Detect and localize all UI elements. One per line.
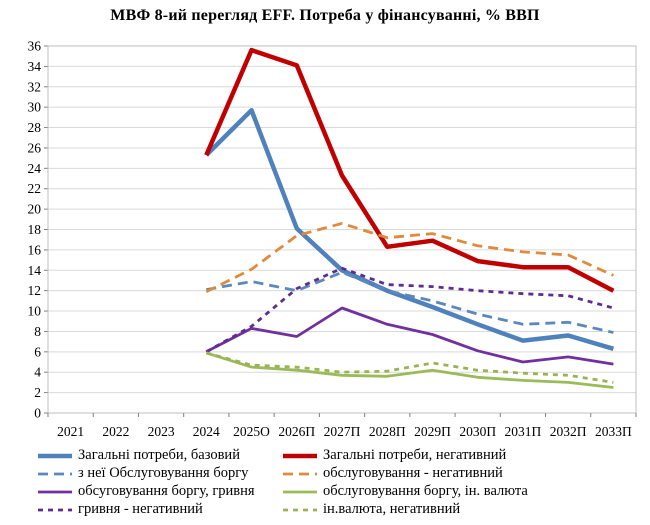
series-line-2	[206, 270, 614, 334]
plot-border	[47, 45, 637, 414]
chart-title: МВФ 8-ий перегляд EFF. Потреба у фінансу…	[110, 7, 540, 24]
y-tick-label: 24	[28, 161, 42, 176]
legend-swatch	[283, 453, 317, 458]
x-tick-label: 2029П	[414, 424, 451, 439]
y-tick-label: 30	[28, 100, 42, 115]
x-tick-label: 2027П	[324, 424, 361, 439]
legend-label: Загальні потреби, негативний	[323, 447, 507, 463]
legend-label: гривня - негативний	[78, 501, 203, 517]
legend-item: обсуговування боргу, гривня	[38, 483, 283, 500]
legend-label: обслуговування боргу, ін. валюта	[323, 483, 528, 499]
x-tick-label: 2031П	[505, 424, 542, 439]
legend-swatch	[38, 508, 72, 511]
legend-item: обслуговування - негативний	[283, 465, 650, 482]
legend-item: гривня - негативний	[38, 501, 283, 518]
y-tick-label: 18	[28, 222, 42, 237]
y-tick-label: 28	[28, 120, 42, 135]
x-tick-label: 2030П	[459, 424, 496, 439]
legend-item: Загальні потреби, базовий	[38, 447, 283, 464]
x-tick-label: 2021	[57, 424, 84, 439]
y-tick-label: 8	[34, 324, 41, 339]
y-tick-label: 14	[28, 263, 42, 278]
y-tick-label: 22	[28, 181, 42, 196]
legend-swatch	[283, 490, 317, 493]
y-tick-label: 10	[28, 304, 42, 319]
legend-label: Загальні потреби, базовий	[78, 447, 240, 463]
legend-swatch	[283, 508, 317, 511]
legend-label: обслуговування - негативний	[323, 465, 503, 481]
legend-label: з неї Обслуговування боргу	[78, 465, 249, 481]
y-tick-label: 32	[28, 79, 42, 94]
y-tick-label: 0	[34, 406, 41, 421]
x-tick-label: 2024	[193, 424, 220, 439]
y-tick-label: 2	[34, 385, 41, 400]
legend-swatch	[38, 453, 72, 458]
series-line-3	[205, 221, 614, 293]
x-tick-label: 2022	[102, 424, 129, 439]
series-line-7	[205, 351, 614, 384]
series-line-0	[204, 107, 615, 351]
x-tick-label: 2026П	[278, 424, 315, 439]
legend-swatch	[38, 490, 72, 493]
x-tick-label: 2032П	[550, 424, 587, 439]
y-tick-label: 20	[28, 202, 42, 217]
legend-swatch	[38, 472, 72, 475]
series-line-4	[205, 306, 614, 366]
y-tick-label: 36	[28, 39, 42, 54]
y-tick-label: 12	[28, 283, 42, 298]
x-tick-label: 2028П	[369, 424, 406, 439]
legend-item: ін.валюта, негативний	[283, 501, 650, 518]
series-line-1	[204, 47, 615, 293]
series-line-5	[205, 351, 614, 389]
y-tick-label: 16	[28, 242, 42, 257]
x-tick-label: 2025О	[233, 424, 270, 439]
legend-item: Загальні потреби, негативний	[283, 447, 650, 464]
y-tick-label: 34	[28, 59, 42, 74]
legend-label: ін.валюта, негативний	[323, 501, 461, 517]
series-line-6	[205, 266, 614, 354]
x-tick-label: 2023	[148, 424, 175, 439]
legend-swatch	[283, 472, 317, 475]
y-tick-label: 4	[34, 365, 41, 380]
legend: Загальні потреби, базовий Загальні потре…	[0, 447, 650, 518]
x-tick-label: 2033П	[595, 424, 632, 439]
y-tick-label: 26	[28, 140, 42, 155]
legend-item: обслуговування боргу, ін. валюта	[283, 483, 650, 500]
legend-item: з неї Обслуговування боргу	[38, 465, 283, 482]
y-tick-label: 6	[34, 344, 41, 359]
legend-label: обсуговування боргу, гривня	[78, 483, 255, 499]
